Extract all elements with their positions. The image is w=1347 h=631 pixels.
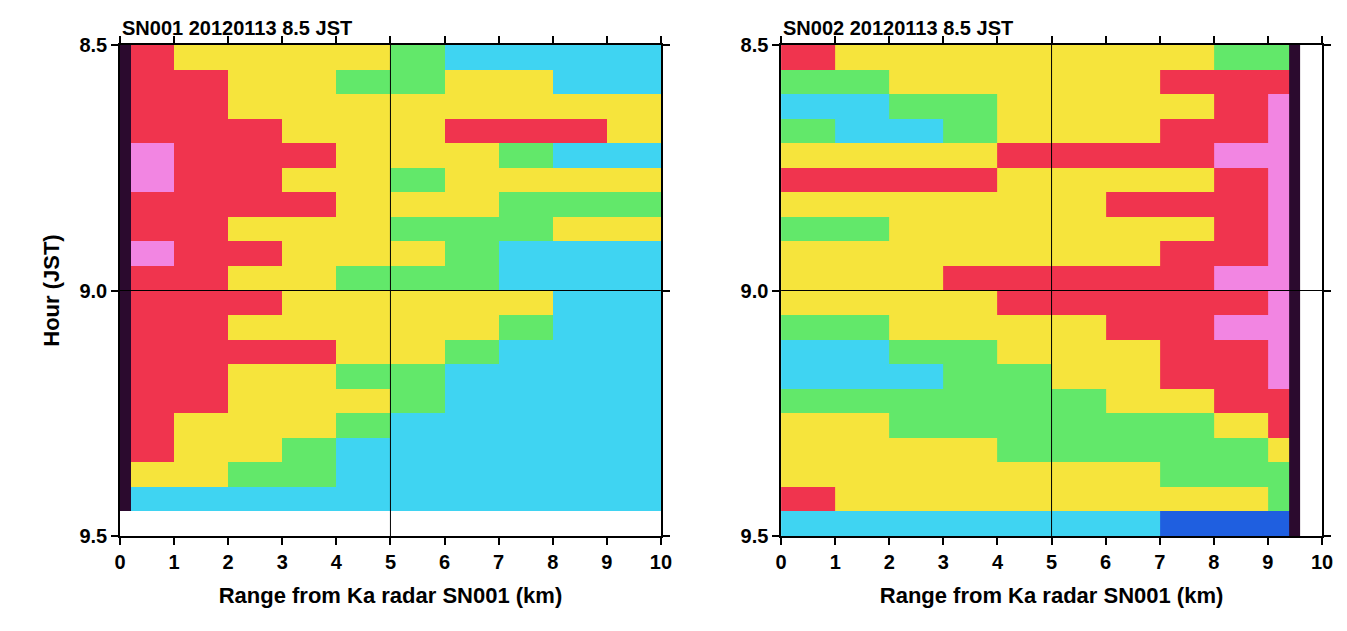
svg-text:10: 10: [1311, 551, 1333, 573]
svg-text:2: 2: [884, 551, 895, 573]
svg-text:8.5: 8.5: [741, 34, 769, 56]
svg-text:Range from Ka radar SN001 (km): Range from Ka radar SN001 (km): [219, 583, 563, 608]
svg-text:6: 6: [439, 551, 450, 573]
svg-text:Hour (JST): Hour (JST): [39, 234, 64, 346]
svg-text:8.5: 8.5: [79, 34, 107, 56]
svg-text:1: 1: [169, 551, 180, 573]
svg-text:SN001 20120113 8.5 JST: SN001 20120113 8.5 JST: [122, 17, 352, 39]
svg-text:2: 2: [223, 551, 234, 573]
svg-text:8: 8: [1208, 551, 1219, 573]
svg-text:9.5: 9.5: [741, 525, 769, 547]
svg-text:8: 8: [547, 551, 558, 573]
svg-text:7: 7: [493, 551, 504, 573]
svg-text:9.0: 9.0: [741, 280, 769, 302]
svg-text:3: 3: [938, 551, 949, 573]
svg-text:5: 5: [385, 551, 396, 573]
svg-text:7: 7: [1154, 551, 1165, 573]
svg-text:Range from Ka radar SN001 (km): Range from Ka radar SN001 (km): [880, 583, 1224, 608]
svg-text:9: 9: [1262, 551, 1273, 573]
svg-text:1: 1: [830, 551, 841, 573]
svg-text:9.0: 9.0: [79, 280, 107, 302]
svg-text:0: 0: [114, 551, 125, 573]
svg-text:3: 3: [277, 551, 288, 573]
svg-text:4: 4: [992, 551, 1004, 573]
svg-text:SN002 20120113 8.5 JST: SN002 20120113 8.5 JST: [783, 17, 1013, 39]
svg-text:4: 4: [331, 551, 343, 573]
svg-text:0: 0: [776, 551, 787, 573]
svg-text:10: 10: [650, 551, 672, 573]
svg-text:9: 9: [601, 551, 612, 573]
svg-text:6: 6: [1100, 551, 1111, 573]
svg-text:5: 5: [1046, 551, 1057, 573]
svg-text:9.5: 9.5: [79, 525, 107, 547]
